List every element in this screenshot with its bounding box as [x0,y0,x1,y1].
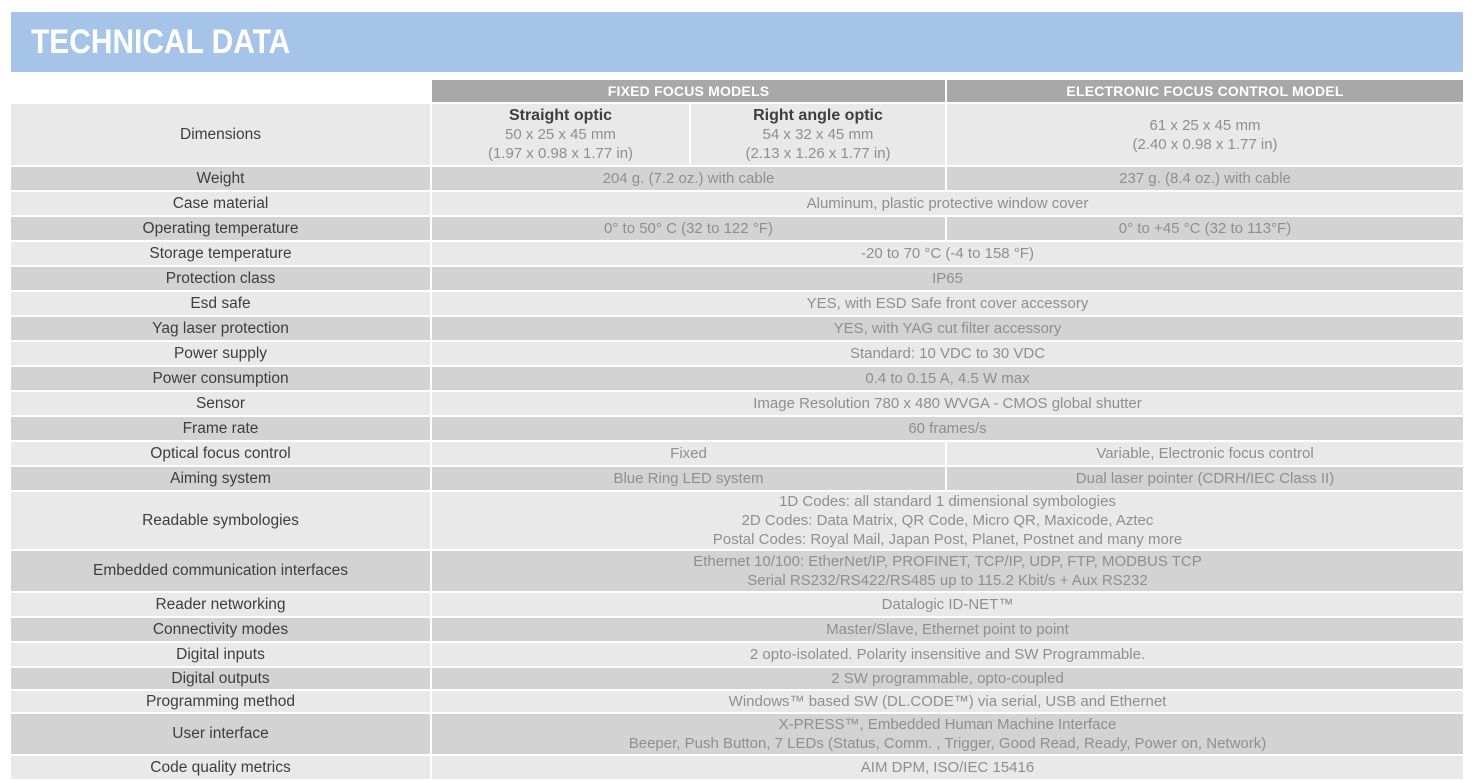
row-power-consumption-label: Power consumption [11,367,430,390]
technical-data-banner: TECHNICAL DATA [11,12,1463,72]
row-dimensions-electronic-cell: 61 x 25 x 45 mm (2.40 x 0.98 x 1.77 in) [947,104,1463,165]
row-power-supply-value: Standard: 10 VDC to 30 VDC [432,342,1463,365]
row-code-quality-metrics-label: Code quality metrics [11,756,430,779]
electronic-focus-control-header: ELECTRONIC FOCUS CONTROL MODEL [947,80,1463,102]
row-readable-symbologies-label: Readable symbologies [11,492,430,549]
electronic-mm: 61 x 25 x 45 mm [1149,116,1261,134]
right-angle-optic-inches: (2.13 x 1.26 x 1.77 in) [745,145,891,162]
row-digital-inputs-value: 2 opto-isolated. Polarity insensitive an… [432,643,1463,666]
row-aiming-system-electronic-value: Dual laser pointer (CDRH/IEC Class II) [947,467,1463,490]
right-angle-optic-mm: 54 x 32 x 45 mm [762,126,874,143]
row-case-material-label: Case material [11,192,430,215]
row-dimensions-right-angle-cell: Right angle optic 54 x 32 x 45 mm (2.13 … [691,104,945,165]
straight-optic-inches: (1.97 x 0.98 x 1.77 in) [487,145,634,162]
row-dimensions-label: Dimensions [11,104,430,165]
row-frame-rate-label: Frame rate [11,417,430,440]
row-esd-safe-value: YES, with ESD Safe front cover accessory [432,292,1463,315]
row-operating-temperature-fixed-value: 0° to 50° C (32 to 122 °F) [432,217,945,240]
row-weight-label: Weight [11,167,430,190]
readable-symbologies-line-2: 2D Codes: Data Matrix, QR Code, Micro QR… [741,512,1154,529]
row-weight-fixed-value: 204 g. (7.2 oz.) with cable [432,167,945,190]
row-digital-outputs-value: 2 SW programmable, opto-coupled [432,668,1463,689]
row-reader-networking-label: Reader networking [11,593,430,616]
row-readable-symbologies-value: 1D Codes: all standard 1 dimensional sym… [432,492,1463,549]
row-sensor-value: Image Resolution 780 x 480 WVGA - CMOS g… [432,392,1463,415]
row-optical-focus-control-fixed-value: Fixed [432,442,945,465]
row-embedded-communication-interfaces-label: Embedded communication interfaces [11,551,430,591]
row-optical-focus-control-electronic-value: Variable, Electronic focus control [947,442,1463,465]
user-interface-line-2: Beeper, Push Button, 7 LEDs (Status, Com… [628,735,1267,752]
right-angle-optic-subheader: Right angle optic [753,107,883,124]
row-storage-temperature-label: Storage temperature [11,242,430,265]
row-protection-class-value: IP65 [432,267,1463,290]
row-programming-method-label: Programming method [11,691,430,712]
row-power-consumption-value: 0.4 to 0.15 A, 4.5 W max [432,367,1463,390]
row-aiming-system-label: Aiming system [11,467,430,490]
straight-optic-mm: 50 x 25 x 45 mm [505,126,616,143]
embedded-communication-line-2: Serial RS232/RS422/RS485 up to 115.2 Kbi… [747,572,1148,589]
readable-symbologies-line-1: 1D Codes: all standard 1 dimensional sym… [779,493,1116,510]
embedded-communication-line-1: Ethernet 10/100: EtherNet/IP, PROFINET, … [693,553,1202,570]
row-yag-laser-protection-label: Yag laser protection [11,317,430,340]
straight-optic-subheader: Straight optic [508,107,613,124]
row-connectivity-modes-label: Connectivity modes [11,618,430,641]
row-operating-temperature-label: Operating temperature [11,217,430,240]
row-aiming-system-fixed-value: Blue Ring LED system [432,467,945,490]
electronic-inches: (2.40 x 0.98 x 1.77 in) [1132,135,1278,153]
row-esd-safe-label: Esd safe [11,292,430,315]
row-dimensions-straight-cell: Straight optic 50 x 25 x 45 mm (1.97 x 0… [432,104,689,165]
row-optical-focus-control-label: Optical focus control [11,442,430,465]
row-reader-networking-value: Datalogic ID-NET™ [432,593,1463,616]
page-title: TECHNICAL DATA [31,22,291,61]
row-operating-temperature-electronic-value: 0° to +45 °C (32 to 113°F) [947,217,1463,240]
row-digital-outputs-label: Digital outputs [11,668,430,689]
row-sensor-label: Sensor [11,392,430,415]
row-user-interface-value: X-PRESS™, Embedded Human Machine Interfa… [432,714,1463,754]
row-storage-temperature-value: -20 to 70 °C (-4 to 158 °F) [432,242,1463,265]
row-frame-rate-value: 60 frames/s [432,417,1463,440]
row-code-quality-metrics-value: AIM DPM, ISO/IEC 15416 [432,756,1463,779]
user-interface-line-1: X-PRESS™, Embedded Human Machine Interfa… [778,716,1117,733]
row-yag-laser-protection-value: YES, with YAG cut filter accessory [432,317,1463,340]
readable-symbologies-line-3: Postal Codes: Royal Mail, Japan Post, Pl… [712,531,1183,548]
row-user-interface-label: User interface [11,714,430,754]
row-power-supply-label: Power supply [11,342,430,365]
row-embedded-communication-interfaces-value: Ethernet 10/100: EtherNet/IP, PROFINET, … [432,551,1463,591]
row-connectivity-modes-value: Master/Slave, Ethernet point to point [432,618,1463,641]
fixed-focus-models-header: FIXED FOCUS MODELS [432,80,945,102]
row-programming-method-value: Windows™ based SW (DL.CODE™) via serial,… [432,691,1463,712]
row-case-material-value: Aluminum, plastic protective window cove… [432,192,1463,215]
row-protection-class-label: Protection class [11,267,430,290]
header-spacer [11,80,430,102]
row-weight-electronic-value: 237 g. (8.4 oz.) with cable [947,167,1463,190]
technical-data-table: FIXED FOCUS MODELS ELECTRONIC FOCUS CONT… [11,80,1463,779]
row-digital-inputs-label: Digital inputs [11,643,430,666]
